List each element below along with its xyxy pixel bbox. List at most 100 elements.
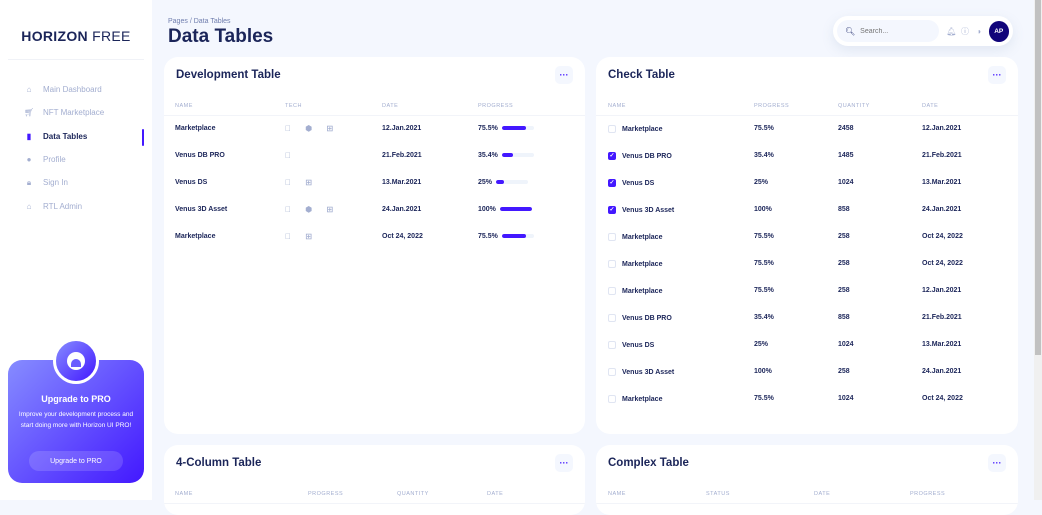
column-header[interactable]: DATE (814, 485, 910, 504)
name-cell: Marketplace (596, 385, 754, 412)
name-label: Venus DB PRO (622, 314, 672, 322)
progress-cell: 25% (754, 179, 769, 186)
table-row: Marketplace 75.5% 258 Oct 24, 2022 (596, 250, 1018, 277)
person-icon: ● (26, 155, 32, 165)
name-cell: Venus DS (175, 179, 208, 186)
row-checkbox[interactable] (608, 313, 616, 322)
row-checkbox[interactable]: ✓ (608, 151, 616, 160)
column-header[interactable]: TECH (285, 97, 382, 116)
column-header[interactable]: STATUS (706, 485, 814, 504)
column-header[interactable]: NAME (164, 485, 308, 504)
date-cell: Oct 24, 2022 (922, 395, 963, 402)
row-checkbox[interactable] (608, 340, 616, 349)
promo-text: Improve your development process and sta… (18, 411, 134, 429)
row-checkbox[interactable] (608, 124, 616, 133)
name-cell: Marketplace (175, 125, 216, 133)
column-header[interactable]: PROGRESS (478, 97, 585, 116)
progress-bar (501, 234, 534, 239)
breadcrumb-pages[interactable]: Pages (168, 18, 188, 25)
column-header[interactable]: DATE (382, 97, 478, 116)
sidebar-item-main-dashboard[interactable]: ⌂ Main Dashboard (0, 78, 152, 101)
progress-bar (501, 126, 534, 131)
info-icon[interactable]: ⓘ (961, 26, 970, 36)
column-header[interactable]: PROGRESS (308, 485, 397, 504)
lock-icon: 🔒︎ (26, 177, 32, 187)
progress-cell: 35.4% (754, 152, 774, 159)
table-row: ✓ Venus DS 25% 1024 13.Mar.2021 (596, 169, 1018, 196)
table-row: Venus DB PRO 35.4% 858 21.Feb.2021 (596, 304, 1018, 331)
column-header[interactable]: NAME (596, 97, 754, 116)
bell-icon[interactable]: 🔔︎ (946, 26, 957, 36)
name-cell: ✓ Venus 3D Asset (596, 196, 754, 223)
name-label: Venus 3D Asset (622, 368, 675, 376)
sidebar-item-profile[interactable]: ● Profile (0, 148, 152, 171)
name-cell: Venus DS (596, 331, 754, 358)
more-options-button[interactable]: ··· (988, 454, 1006, 472)
table-row: Venus DS  ⊞ 13.Mar.2021 25% (164, 169, 585, 196)
development-table-card: Development Table ··· NAME TECH DATE PROGRE… (164, 57, 585, 434)
progress-cell: 75.5% (478, 223, 585, 250)
tech-icons:  ⊞ (285, 232, 312, 241)
avatar[interactable]: AP (988, 20, 1009, 42)
progress-label: 75.5% (478, 233, 498, 240)
table-row: ✓ Venus DB PRO 35.4% 1485 21.Feb.2021 (596, 142, 1018, 169)
table-row: Venus 3D Asset 100% 258 24.Jan.2021 (596, 358, 1018, 385)
card-title: Complex Table (608, 457, 689, 469)
column-header[interactable]: NAME (164, 97, 285, 116)
row-checkbox[interactable] (608, 394, 616, 403)
date-cell: 24.Jan.2021 (922, 206, 962, 213)
sidebar-item-nft-marketplace[interactable]: 🛒︎ NFT Marketplace (0, 101, 152, 124)
sidebar-item-rtl-admin[interactable]: ⌂ RTL Admin (0, 194, 152, 217)
breadcrumb: Pages / Data Tables (168, 18, 231, 25)
breadcrumb-separator: / (189, 18, 192, 25)
table-row: Venus DS 25% 1024 13.Mar.2021 (596, 331, 1018, 358)
upgrade-button[interactable]: Upgrade to PRO (29, 451, 123, 471)
more-options-button[interactable]: ··· (988, 66, 1006, 84)
tech-icons:  (285, 142, 382, 169)
scrollbar-thumb[interactable] (1035, 0, 1041, 355)
page-scrollbar[interactable] (1034, 0, 1042, 500)
quantity-cell: 258 (838, 260, 850, 267)
row-checkbox[interactable] (608, 232, 616, 241)
column-header[interactable]: QUANTITY (397, 485, 487, 504)
sidebar-item-sign-in[interactable]: 🔒︎ Sign In (0, 171, 152, 194)
date-cell: 13.Mar.2021 (922, 341, 962, 348)
progress-cell: 75.5% (754, 287, 774, 294)
name-cell: Venus DB PRO (596, 304, 754, 331)
column-header[interactable]: DATE (487, 485, 585, 504)
name-label: Marketplace (622, 125, 663, 133)
name-cell: Marketplace (596, 115, 754, 142)
row-checkbox[interactable] (608, 286, 616, 295)
row-checkbox[interactable]: ✓ (608, 178, 616, 187)
more-options-button[interactable]: ··· (555, 66, 573, 84)
sidebar-item-label: Data Tables (43, 131, 88, 141)
theme-icon[interactable]: ◑ (976, 26, 982, 36)
upgrade-promo-card: Upgrade to PRO Improve your development … (8, 338, 144, 483)
name-cell: Venus 3D Asset (596, 358, 754, 385)
row-checkbox[interactable] (608, 259, 616, 268)
column-header[interactable]: PROGRESS (754, 97, 838, 116)
search-input[interactable] (860, 27, 937, 35)
name-cell: Marketplace (596, 250, 754, 277)
horizon-logo-icon (53, 338, 99, 384)
column-header[interactable]: NAME (596, 485, 706, 504)
more-options-button[interactable]: ··· (555, 454, 573, 472)
breadcrumb-current[interactable]: Data Tables (193, 18, 231, 25)
column-header[interactable]: DATE (922, 97, 1018, 116)
column-header[interactable]: QUANTITY (838, 97, 922, 116)
progress-cell: 35.4% (478, 142, 585, 169)
quantity-cell: 1024 (838, 341, 854, 348)
quantity-cell: 258 (838, 233, 850, 240)
date-cell: 24.Jan.2021 (382, 206, 422, 213)
name-cell: ✓ Venus DS (596, 169, 754, 196)
progress-cell: 25% (478, 169, 585, 196)
quantity-cell: 258 (838, 368, 850, 375)
column-header[interactable]: PROGRESS (910, 485, 1018, 504)
row-checkbox[interactable]: ✓ (608, 205, 616, 214)
table-row: Marketplace 75.5% 1024 Oct 24, 2022 (596, 385, 1018, 412)
row-checkbox[interactable] (608, 367, 616, 376)
date-cell: 12.Jan.2021 (922, 125, 962, 133)
sidebar-item-data-tables[interactable]: ▮ Data Tables (0, 125, 152, 148)
four-column-table: NAME PROGRESS QUANTITY DATE (164, 485, 585, 504)
